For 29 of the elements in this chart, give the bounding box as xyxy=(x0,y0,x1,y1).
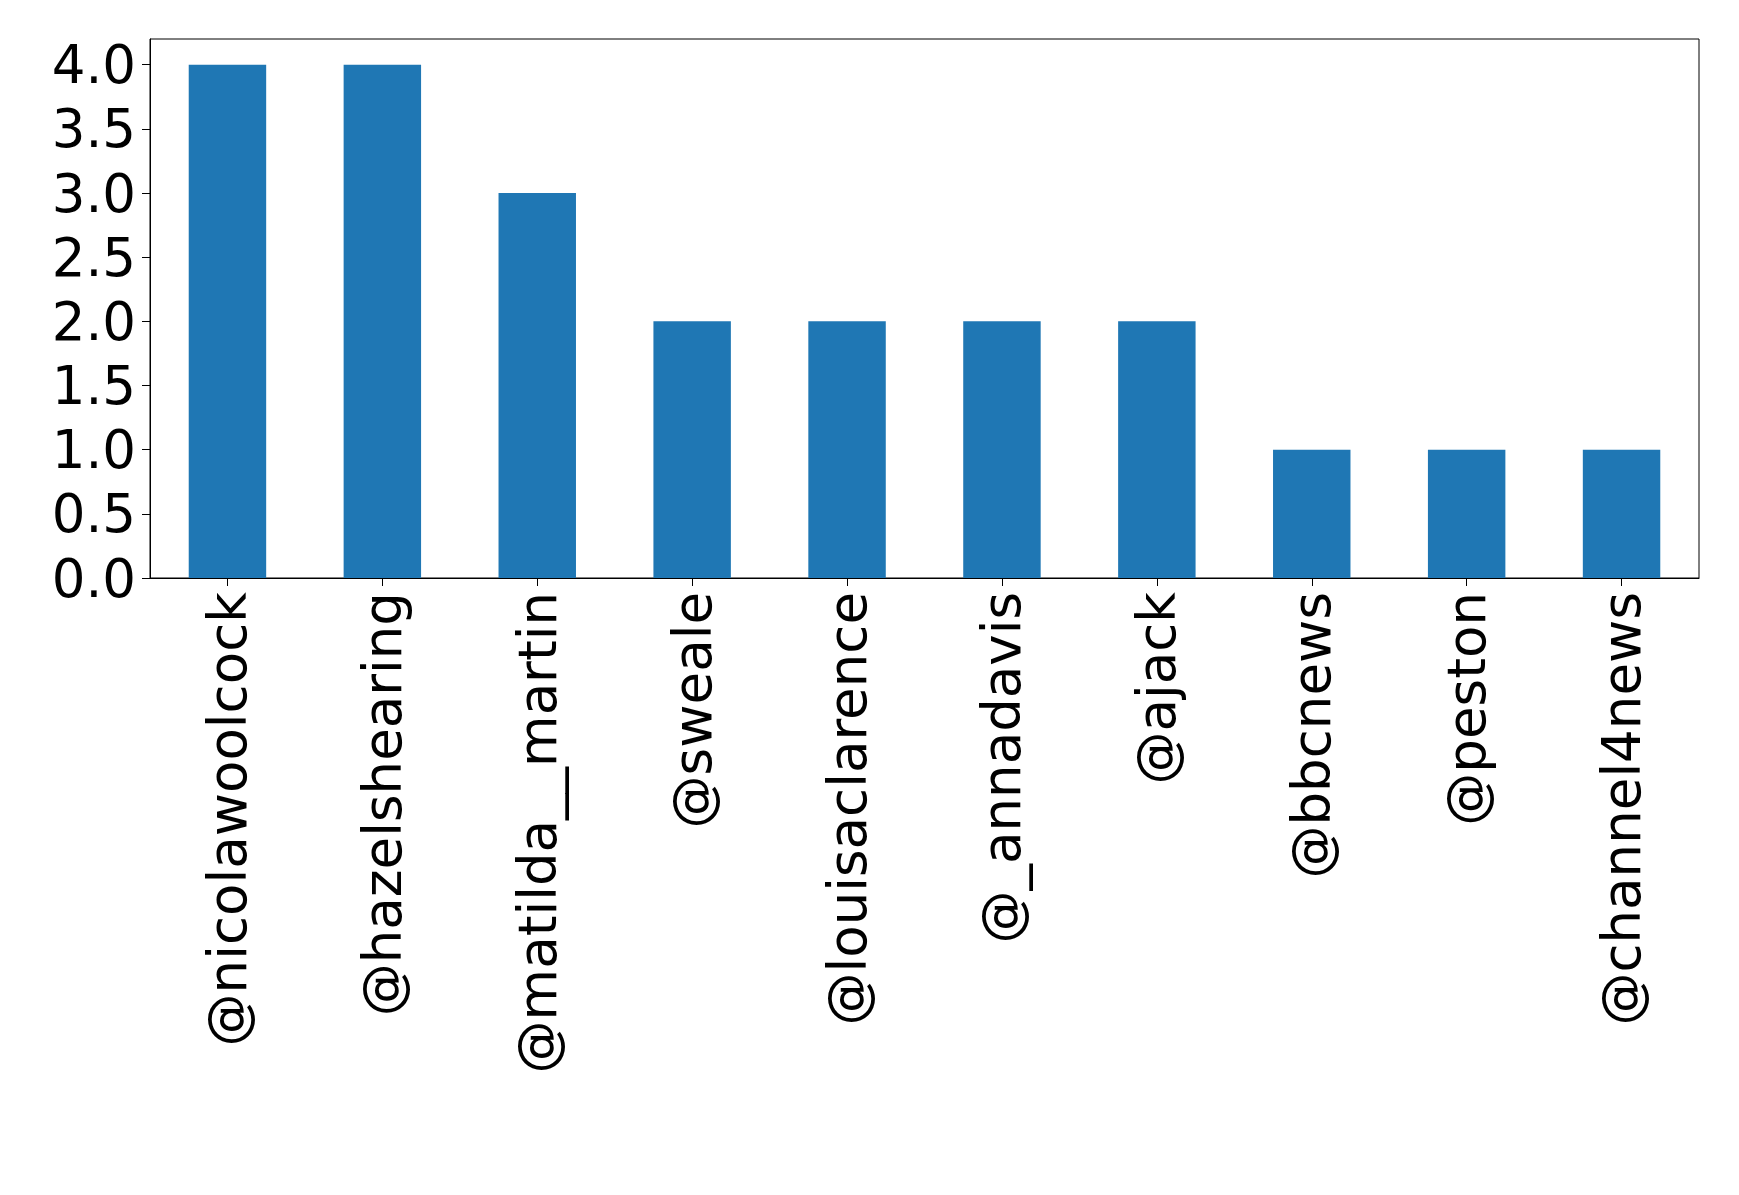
x-tick-label: @nicolawoolcock xyxy=(196,591,258,1047)
bar xyxy=(188,64,267,578)
x-tick-label: @bbcnews xyxy=(1281,592,1343,879)
y-tick-label: 2.0 xyxy=(51,290,136,352)
bar xyxy=(1118,321,1196,578)
x-tick-label: @peston xyxy=(1436,592,1498,826)
bar xyxy=(963,321,1041,578)
bar xyxy=(808,321,886,578)
y-tick-label: 1.0 xyxy=(51,419,136,481)
x-tick-label: @hazelshearing xyxy=(351,592,413,1017)
y-tick-label: 0.5 xyxy=(51,483,136,545)
y-tick-label: 1.5 xyxy=(51,355,136,416)
y-tick-label: 2.5 xyxy=(51,226,136,288)
y-tick-label: 0.0 xyxy=(51,547,136,609)
x-tick-label: @channel4news xyxy=(1591,592,1653,1026)
x-tick-label: @matilda__martin xyxy=(506,592,569,1074)
bar xyxy=(1427,449,1506,578)
bar xyxy=(498,193,576,578)
x-tick-label: @_annadavis xyxy=(971,592,1034,944)
y-tick-label: 4.0 xyxy=(51,34,136,96)
y-tick-label: 3.5 xyxy=(51,98,136,160)
x-tick-label: @ajack xyxy=(1126,591,1188,785)
x-tick-label: @louisaclarence xyxy=(816,592,878,1026)
bar xyxy=(653,321,731,578)
x-tick-label: @sweale xyxy=(661,592,723,829)
bar xyxy=(1273,449,1351,578)
y-tick-label: 3.0 xyxy=(51,162,136,224)
bar xyxy=(1582,449,1661,578)
bar xyxy=(343,64,422,578)
